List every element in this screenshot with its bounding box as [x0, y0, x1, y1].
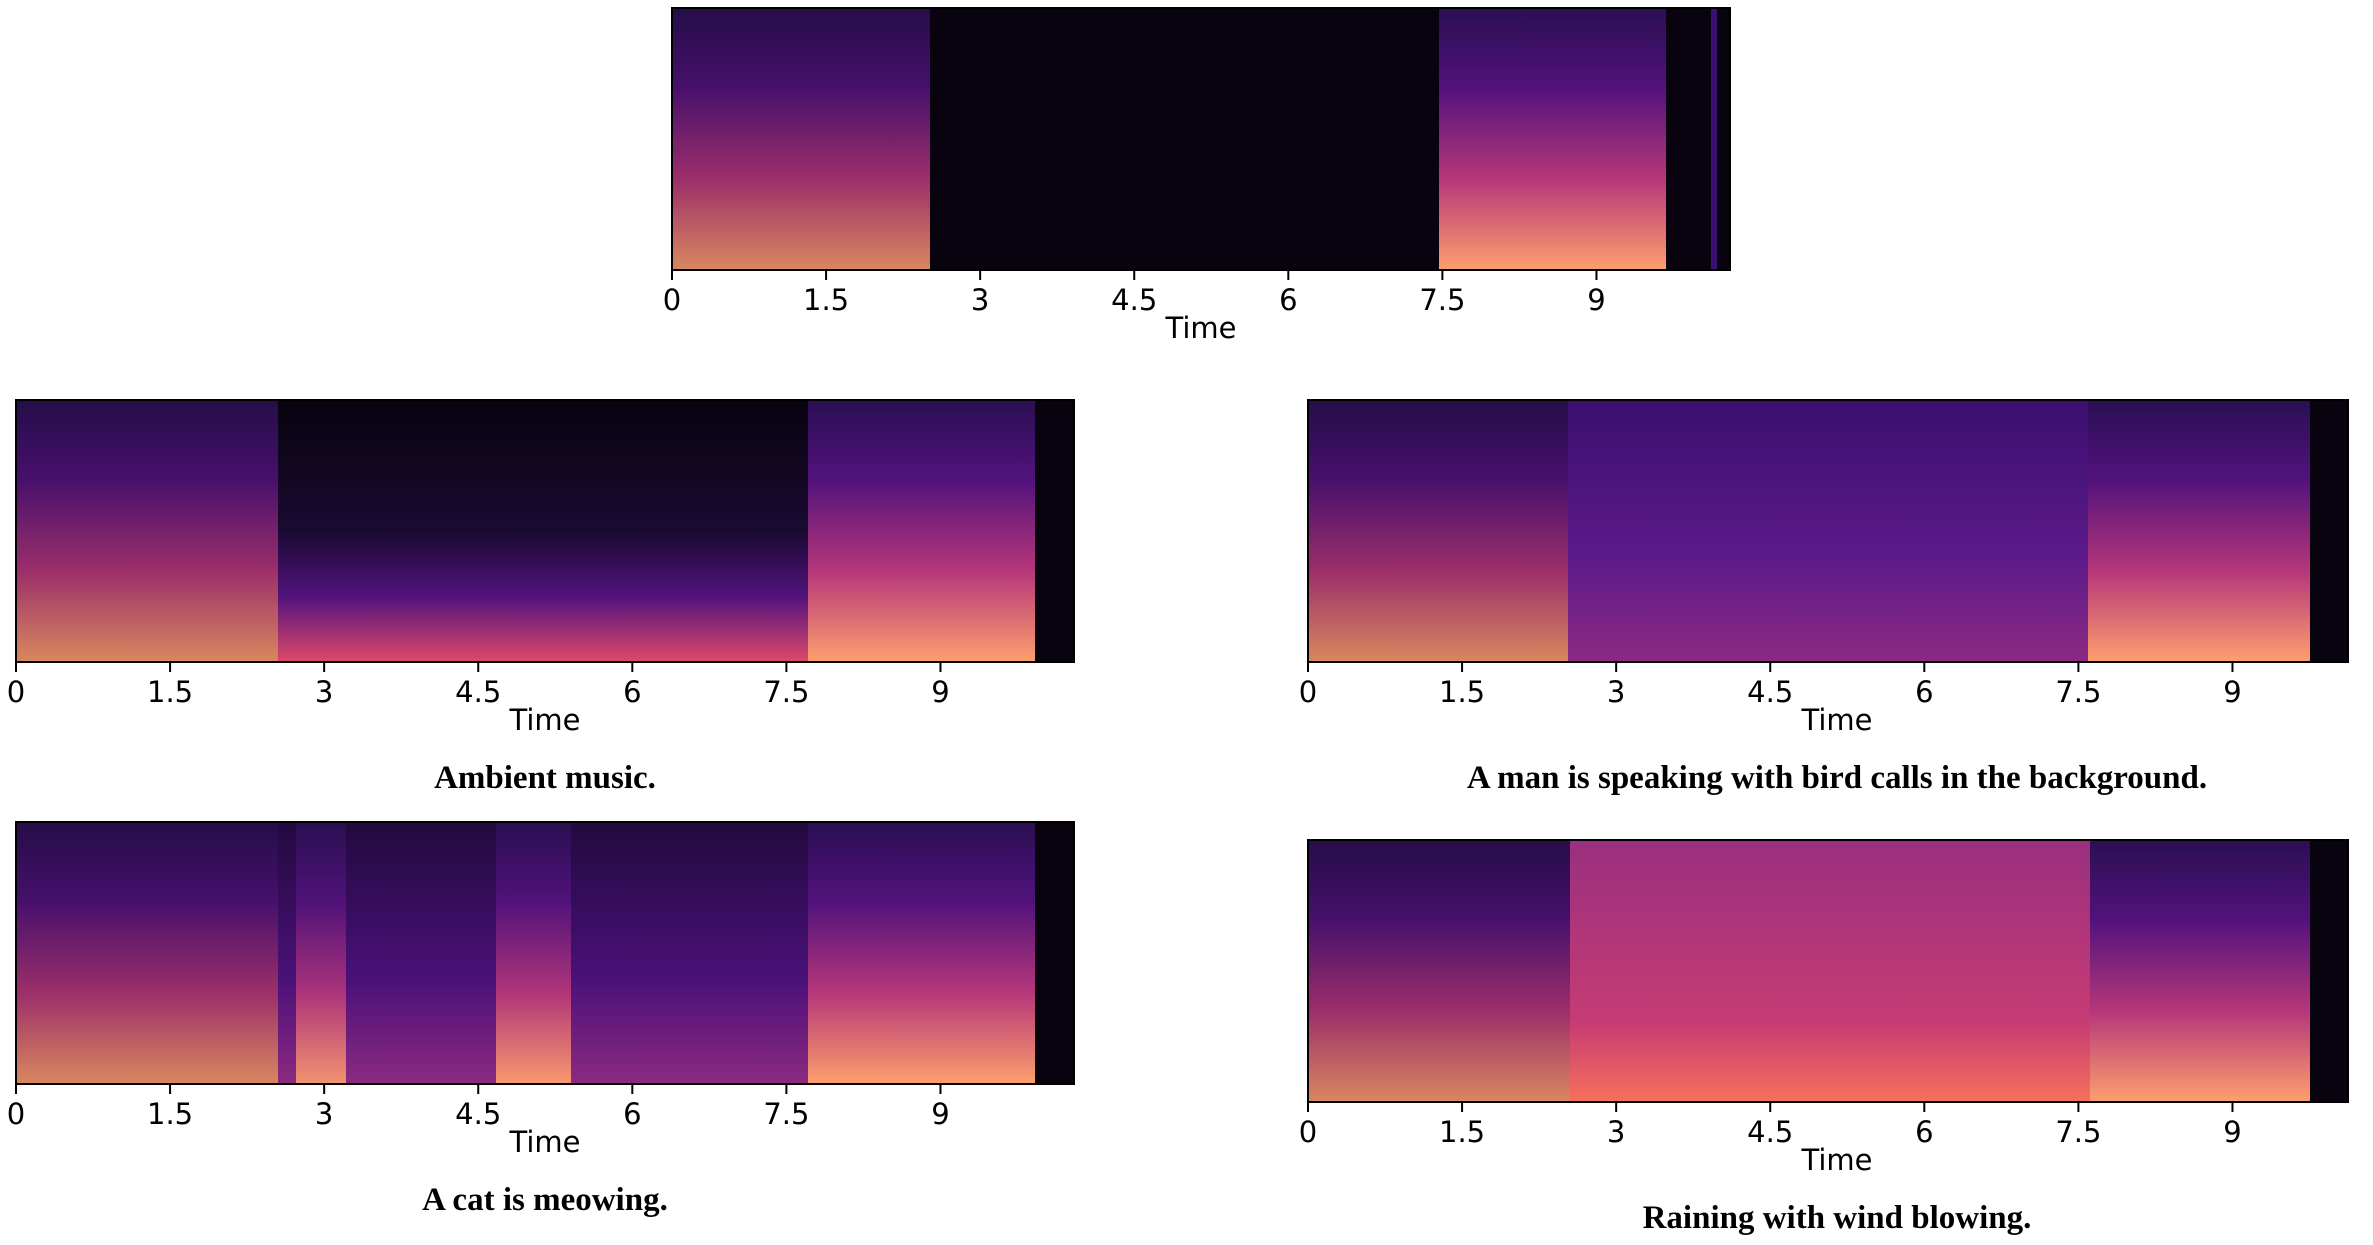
meow-1	[296, 822, 346, 1084]
x-tick-label: 4.5	[455, 1097, 501, 1131]
x-tick-label: 6	[1279, 283, 1297, 317]
x-tick-label: 7.5	[2055, 1115, 2101, 1149]
x-tick-label: 6	[623, 675, 641, 709]
spectrogram-speaking-bird-calls: 0 1.5 3 4.5 6 7.5 9 Time	[1299, 399, 2349, 737]
x-tick-label: 3	[315, 1097, 333, 1131]
x-tick-label: 3	[315, 675, 333, 709]
x-axis-label: Time	[1801, 703, 1873, 737]
x-tick-label: 9	[931, 675, 949, 709]
x-tick-label: 3	[1607, 675, 1625, 709]
panel-caption: Ambient music.	[434, 760, 656, 796]
x-tick-label: 4.5	[1747, 1115, 1793, 1149]
music-segment	[278, 400, 808, 662]
x-tick-label: 7.5	[2055, 675, 2101, 709]
x-tick-label: 3	[971, 283, 989, 317]
panel-caption: A man is speaking with bird calls in the…	[1466, 760, 2208, 796]
spectrogram-cat-meowing: 0 1.5 3 4.5 6 7.5 9 Time	[7, 821, 1075, 1159]
spectrogram-panel-speaking-bird-calls: 0 1.5 3 4.5 6 7.5 9 Time A man is speaking wit…	[1299, 399, 2349, 796]
speech-segment-2	[1439, 8, 1666, 270]
x-tick-label: 7.5	[1419, 283, 1465, 317]
x-tick-label: 7.5	[763, 1097, 809, 1131]
spectrogram-panel-ambient-music: 0 1.5 3 4.5 6 7.5 9 Time Ambient music.	[7, 399, 1075, 796]
x-tick-label: 7.5	[763, 675, 809, 709]
x-axis-label: Time	[509, 703, 581, 737]
panel-caption: Raining with wind blowing.	[1642, 1200, 2032, 1236]
x-tick-label: 0	[7, 675, 25, 709]
spectrogram-panel-cat-meowing: 0 1.5 3 4.5 6 7.5 9 Time A cat is meowing.	[7, 821, 1075, 1218]
rain-segment	[1570, 840, 2090, 1102]
panel-caption: A cat is meowing.	[422, 1182, 668, 1218]
spectrogram-rain-wind: 0 1.5 3 4.5 6 7.5 9 Time	[1299, 839, 2349, 1177]
speech-segment-1	[16, 400, 278, 662]
x-axis-label: Time	[1165, 311, 1237, 345]
x-tick-label: 0	[1299, 1115, 1317, 1149]
x-tick-label: 9	[1587, 283, 1605, 317]
x-tick-label: 6	[1915, 1115, 1933, 1149]
x-tick-label: 6	[623, 1097, 641, 1131]
x-tick-label: 1.5	[1439, 1115, 1485, 1149]
x-tick-label: 6	[1915, 675, 1933, 709]
speech-segment-1	[672, 8, 930, 270]
plot-frame	[671, 7, 1731, 271]
x-axis-label: Time	[509, 1125, 581, 1159]
spectrogram-ambient-music: 0 1.5 3 4.5 6 7.5 9 Time	[7, 399, 1075, 737]
x-tick-label: 0	[1299, 675, 1317, 709]
x-tick-label: 9	[931, 1097, 949, 1131]
speech-segment-2	[808, 400, 1035, 662]
x-tick-label: 0	[7, 1097, 25, 1131]
meow-2	[496, 822, 571, 1084]
x-tick-label: 1.5	[147, 1097, 193, 1131]
speech-tail	[1711, 8, 1717, 270]
x-tick-label: 9	[2223, 675, 2241, 709]
x-tick-label: 4.5	[1111, 283, 1157, 317]
x-tick-label: 0	[663, 283, 681, 317]
x-tick-label: 3	[1607, 1115, 1625, 1149]
x-tick-label: 4.5	[1747, 675, 1793, 709]
spectrogram-panel-original: 0 1.5 3 4.5 6 7.5 9 Time	[663, 7, 1731, 345]
spectrogram-panel-rain-wind: 0 1.5 3 4.5 6 7.5 9 Time Raining with wind blo…	[1299, 839, 2349, 1236]
bird-calls-segment	[1568, 400, 2088, 662]
x-tick-label: 1.5	[147, 675, 193, 709]
x-tick-label: 9	[2223, 1115, 2241, 1149]
x-tick-label: 1.5	[803, 283, 849, 317]
x-tick-label: 1.5	[1439, 675, 1485, 709]
x-axis-label: Time	[1801, 1143, 1873, 1177]
spectrogram-original: 0 1.5 3 4.5 6 7.5 9 Time	[663, 7, 1731, 345]
x-tick-label: 4.5	[455, 675, 501, 709]
